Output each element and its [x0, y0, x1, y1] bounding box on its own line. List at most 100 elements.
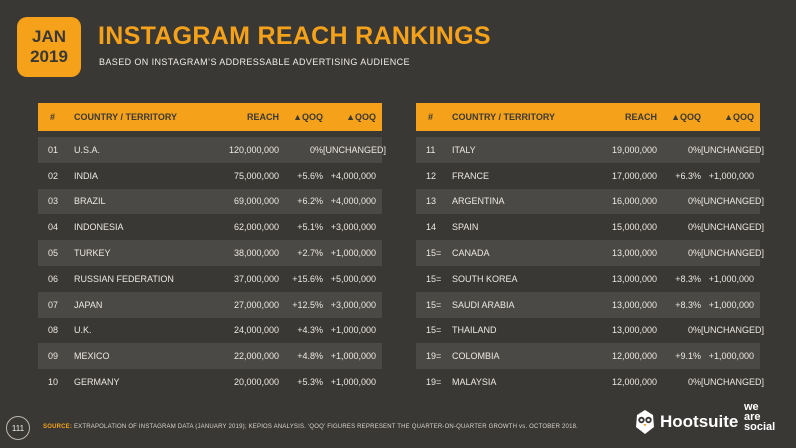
table-body: 11 ITALY 19,000,000 0% [UNCHANGED] 12 FRANCE 17…	[416, 137, 765, 395]
cell-qoq-pct: +4.8%	[297, 351, 323, 362]
cell-country: TURKEY	[74, 248, 111, 259]
owl-icon	[636, 410, 654, 434]
cell-qoq-pct: 0%	[687, 377, 701, 388]
table-row: 11 ITALY 19,000,000 0% [UNCHANGED]	[416, 137, 765, 163]
header-qoq-abs: ▲QOQ	[724, 112, 754, 122]
cell-country: THAILAND	[452, 325, 497, 336]
table-row: 02 INDIA 75,000,000 +5.6% +4,000,000	[38, 162, 382, 189]
cell-qoq-abs: +1,000,000	[708, 170, 754, 181]
cell-reach: 13,000,000	[611, 299, 657, 310]
cell-country: SOUTH KOREA	[452, 273, 518, 284]
cell-qoq-abs: +4,000,000	[330, 170, 376, 181]
badge-month: JAN	[31, 27, 66, 46]
cell-qoq-abs: +5,000,000	[330, 273, 376, 284]
cell-qoq-pct: 0%	[309, 144, 323, 155]
header-rank: #	[428, 112, 434, 122]
cell-qoq-abs: +1,000,000	[330, 377, 376, 388]
cell-rank: 04	[48, 222, 59, 233]
cell-qoq-pct: +15.6%	[292, 273, 323, 284]
cell-rank: 07	[48, 299, 59, 310]
cell-reach: 37,000,000	[233, 273, 279, 284]
cell-qoq-pct: 0%	[687, 325, 701, 336]
cell-rank: 14	[426, 222, 437, 233]
table-row: 15= THAILAND 13,000,000 0% [UNCHANGED]	[416, 317, 765, 344]
cell-qoq-abs: +1,000,000	[330, 325, 376, 336]
cell-qoq-pct: +6.2%	[297, 196, 323, 207]
cell-qoq-abs: +3,000,000	[330, 299, 376, 310]
cell-rank: 15=	[426, 325, 442, 336]
cell-qoq-pct: 0%	[687, 222, 701, 233]
cell-rank: 15=	[426, 273, 442, 284]
cell-qoq-pct: +2.7%	[297, 248, 323, 259]
header-reach: REACH	[246, 112, 279, 122]
cell-qoq-pct: +8.3%	[675, 273, 701, 284]
cell-country: INDONESIA	[74, 222, 124, 233]
cell-qoq-pct: +5.6%	[297, 170, 323, 181]
cell-qoq-abs: [UNCHANGED]	[701, 144, 765, 155]
cell-qoq-abs: +1,000,000	[708, 351, 754, 362]
cell-rank: 01	[48, 144, 59, 155]
cell-qoq-abs: +4,000,000	[330, 196, 376, 207]
table-row: 12 FRANCE 17,000,000 +6.3% +1,000,000	[416, 162, 760, 189]
table-row: 15= CANADA 13,000,000 0% [UNCHANGED]	[416, 240, 764, 266]
cell-reach: 62,000,000	[233, 222, 279, 233]
cell-country: INDIA	[74, 170, 99, 181]
cell-reach: 22,000,000	[233, 351, 279, 362]
hootsuite-wordmark: Hootsuite	[660, 412, 739, 431]
table-row: 03 BRAZIL 69,000,000 +6.2% +4,000,000	[38, 188, 382, 215]
cell-qoq-abs: +1,000,000	[330, 351, 376, 362]
was-line-2: are	[744, 411, 761, 423]
page-number: 111	[6, 416, 30, 440]
header-qoq-abs: ▲QOQ	[346, 112, 376, 122]
was-line-1: we	[744, 401, 759, 413]
cell-reach: 69,000,000	[233, 196, 279, 207]
cell-rank: 02	[48, 170, 59, 181]
cell-qoq-pct: +4.3%	[297, 325, 323, 336]
cell-country: RUSSIAN FEDERATION	[74, 273, 174, 284]
table-row: 09 MEXICO 22,000,000 +4.8% +1,000,000	[38, 343, 382, 370]
ranking-table-left: # COUNTRY / TERRITORY REACH ▲QOQ ▲QOQ 01…	[38, 103, 386, 395]
header-qoq-pct: ▲QOQ	[293, 112, 323, 122]
cell-qoq-abs: [UNCHANGED]	[701, 325, 765, 336]
cell-reach: 12,000,000	[611, 351, 657, 362]
cell-country: MALAYSIA	[452, 377, 497, 388]
cell-rank: 15=	[426, 299, 442, 310]
page-subtitle: BASED ON INSTAGRAM’S ADDRESSABLE ADVERTI…	[99, 57, 410, 67]
table-row: 10 GERMANY 20,000,000 +5.3% +1,000,000	[38, 369, 382, 395]
table-header: # COUNTRY / TERRITORY REACH ▲QOQ ▲QOQ	[38, 103, 382, 131]
cell-rank: 19=	[426, 377, 442, 388]
cell-country: JAPAN	[74, 299, 103, 310]
cell-rank: 15=	[426, 248, 442, 259]
cell-qoq-abs: +1,000,000	[708, 273, 754, 284]
table-row: 05 TURKEY 38,000,000 +2.7% +1,000,000	[38, 240, 382, 266]
cell-reach: 120,000,000	[228, 144, 279, 155]
cell-reach: 27,000,000	[233, 299, 279, 310]
cell-reach: 12,000,000	[611, 377, 657, 388]
cell-rank: 08	[48, 325, 59, 336]
source-text: EXTRAPOLATION OF INSTAGRAM DATA (JANUARY…	[73, 424, 579, 430]
cell-rank: 03	[48, 196, 59, 207]
cell-country: SPAIN	[452, 222, 479, 233]
table-row: 06 RUSSIAN FEDERATION 37,000,000 +15.6% +5,0…	[38, 265, 382, 292]
cell-country: U.K.	[74, 325, 92, 336]
cell-country: U.S.A.	[74, 144, 101, 155]
cell-qoq-abs: +3,000,000	[330, 222, 376, 233]
header-rank: #	[50, 112, 56, 122]
table-row: 08 U.K. 24,000,000 +4.3% +1,000,000	[38, 317, 382, 344]
cell-rank: 06	[48, 273, 59, 284]
cell-reach: 13,000,000	[611, 248, 657, 259]
source-note: SOURCE: EXTRAPOLATION OF INSTAGRAM DATA …	[43, 424, 578, 430]
cell-qoq-pct: +5.3%	[297, 377, 323, 388]
cell-qoq-abs: +1,000,000	[330, 248, 376, 259]
hootsuite-logo: Hootsuite	[634, 404, 738, 440]
header-qoq-pct: ▲QOQ	[671, 112, 701, 122]
page-title: INSTAGRAM REACH RANKINGS	[98, 22, 491, 50]
cell-rank: 11	[426, 144, 436, 155]
cell-rank: 13	[426, 196, 437, 207]
cell-qoq-pct: +9.1%	[675, 351, 701, 362]
ranking-table-right: # COUNTRY / TERRITORY REACH ▲QOQ ▲QOQ 11…	[416, 103, 765, 395]
table-row: 01 U.S.A. 120,000,000 0% [UNCHANGED]	[38, 137, 386, 163]
table-row: 15= SOUTH KOREA 13,000,000 +8.3% +1,000,000	[416, 265, 760, 292]
table-body: 01 U.S.A. 120,000,000 0% [UNCHANGED] 02 INDIA 7…	[38, 137, 386, 395]
table-row: 15= SAUDI ARABIA 13,000,000 +8.3% +1,000,000	[416, 291, 760, 318]
